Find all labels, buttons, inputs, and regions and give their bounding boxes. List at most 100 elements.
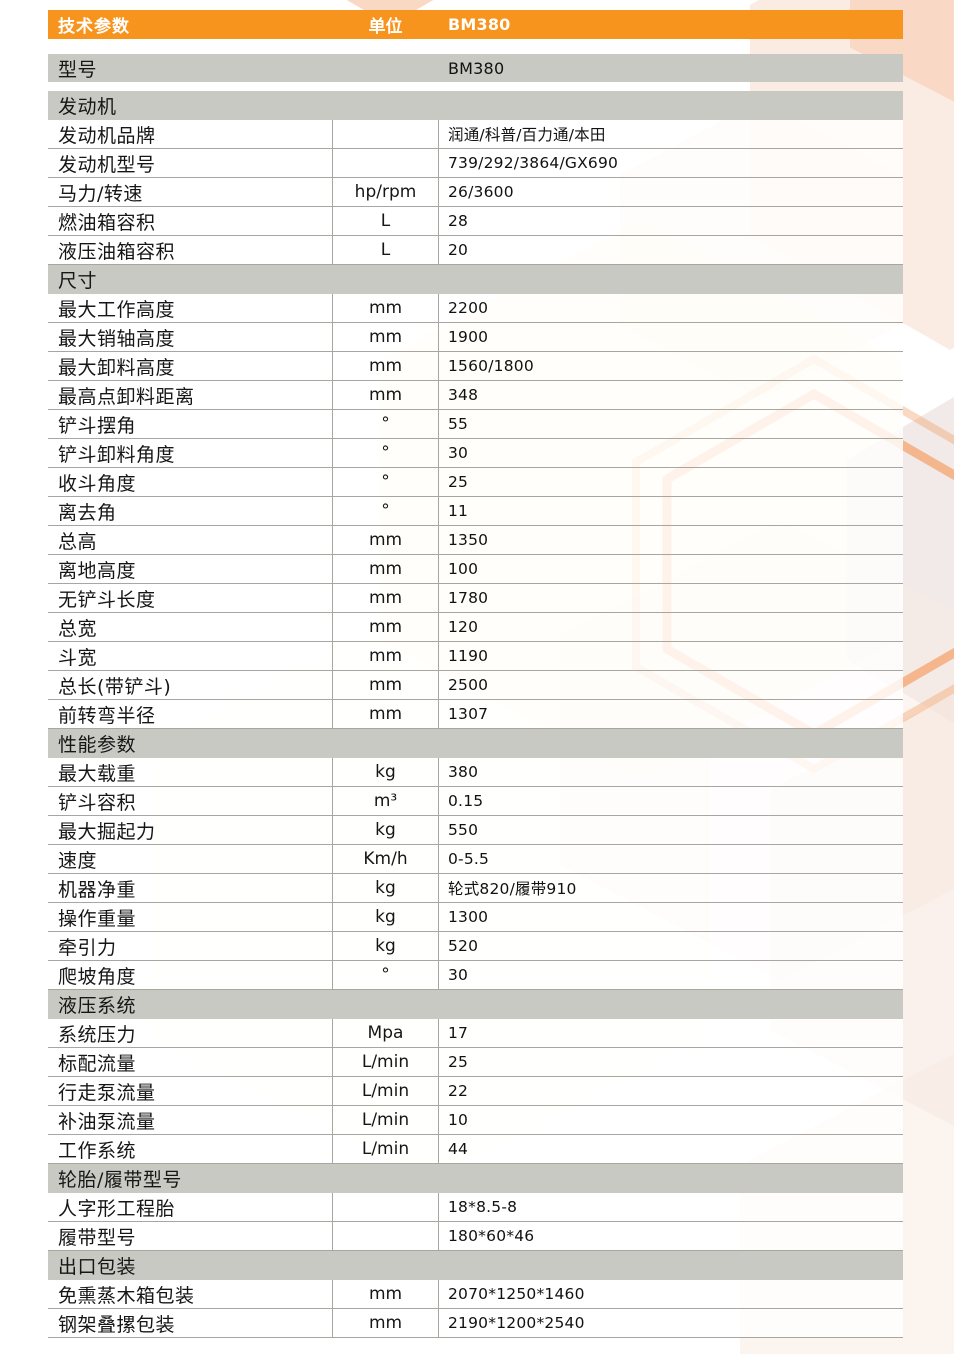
param-value-cell: 0-5.5 [448,850,490,868]
table-row: 最大掘起力 kg 550 [48,816,903,845]
param-value-cell: 17 [448,1024,469,1042]
param-value-cell: 28 [448,212,469,230]
param-name-cell: 离地高度 [58,559,137,582]
header-param-label: 技术参数 [58,17,130,37]
param-name-cell: 液压油箱容积 [58,240,176,263]
table-row: 离去角 ° 11 [48,497,903,526]
param-name-cell: 人字形工程胎 [58,1197,176,1220]
param-unit-cell: mm [332,671,439,699]
param-value-cell: 44 [448,1140,469,1158]
param-name-cell: 免熏蒸木箱包装 [58,1284,195,1307]
spacer [48,39,903,54]
table-row: 前转弯半径 mm 1307 [48,700,903,729]
param-value-cell: 550 [448,821,479,839]
param-unit-cell [332,1193,439,1221]
table-row: 铲斗卸料角度 ° 30 [48,439,903,468]
param-name-cell: 行走泵流量 [58,1081,156,1104]
param-name-cell: 补油泵流量 [58,1110,156,1133]
param-unit-cell: L/min [332,1135,439,1163]
model-row-unit-cell [332,54,439,82]
param-unit-cell: kg [332,932,439,960]
param-value-cell: 180*60*46 [448,1227,535,1245]
param-name-cell: 最大载重 [58,762,137,785]
param-value-cell: 30 [448,444,469,462]
table-row: 离地高度 mm 100 [48,555,903,584]
table-row: 履带型号 180*60*46 [48,1222,903,1251]
param-unit-cell: L/min [332,1106,439,1134]
param-unit-cell: m³ [332,787,439,815]
param-unit-cell: mm [332,294,439,322]
header-model-label: BM380 [448,15,511,34]
param-value-cell: 11 [448,502,469,520]
table-row: 最大工作高度 mm 2200 [48,294,903,323]
param-value-cell: 2190*1200*2540 [448,1314,585,1332]
section-title: 液压系统 [48,990,903,1019]
table-row: 爬坡角度 ° 30 [48,961,903,990]
table-row: 补油泵流量 L/min 10 [48,1106,903,1135]
param-unit-cell: Mpa [332,1019,439,1047]
table-row: 标配流量 L/min 25 [48,1048,903,1077]
table-row: 牵引力 kg 520 [48,932,903,961]
param-name-cell: 最高点卸料距离 [58,385,195,408]
param-name-cell: 履带型号 [58,1226,137,1249]
param-unit-cell: mm [332,700,439,728]
param-name-cell: 操作重量 [58,907,137,930]
table-row: 铲斗容积 m³ 0.15 [48,787,903,816]
param-unit-cell: kg [332,903,439,931]
param-name-cell: 无铲斗长度 [58,588,156,611]
param-value-cell: 25 [448,1053,469,1071]
param-name-cell: 最大销轴高度 [58,327,176,350]
param-unit-cell: L [332,236,439,264]
table-sections: 发动机 发动机品牌 润通/科普/百力通/本田 发动机型号 739/292/3864/GX… [48,91,903,1338]
param-value-cell: 1300 [448,908,489,926]
param-value-cell: 2200 [448,299,489,317]
param-name-cell: 最大掘起力 [58,820,156,843]
param-value-cell: 25 [448,473,469,491]
param-name-cell: 前转弯半径 [58,704,156,727]
param-value-cell: 20 [448,241,469,259]
param-value-cell: 1900 [448,328,489,346]
model-row-label: 型号 [58,58,98,81]
table-row: 免熏蒸木箱包装 mm 2070*1250*1460 [48,1280,903,1309]
param-name-cell: 收斗角度 [58,472,137,495]
param-name-cell: 总高 [58,530,98,553]
param-unit-cell: mm [332,323,439,351]
param-value-cell: 1780 [448,589,489,607]
table-row: 工作系统 L/min 44 [48,1135,903,1164]
param-value-cell: 润通/科普/百力通/本田 [448,126,606,144]
param-unit-cell: L [332,207,439,235]
table-row: 燃油箱容积 L 28 [48,207,903,236]
param-value-cell: 120 [448,618,479,636]
param-unit-cell: ° [332,410,439,438]
table-row: 机器净重 kg 轮式820/履带910 [48,874,903,903]
table-row: 马力/转速 hp/rpm 26/3600 [48,178,903,207]
param-unit-cell: ° [332,961,439,989]
section-title: 发动机 [48,91,903,120]
param-name-cell: 燃油箱容积 [58,211,156,234]
param-unit-cell [332,120,439,148]
param-value-cell: 520 [448,937,479,955]
param-name-cell: 标配流量 [58,1052,137,1075]
param-name-cell: 马力/转速 [58,182,143,205]
param-name-cell: 发动机型号 [58,153,156,176]
param-name-cell: 牵引力 [58,936,117,959]
param-unit-cell: L/min [332,1077,439,1105]
table-header-row: 技术参数 单位 BM380 [48,10,903,39]
section-title: 轮胎/履带型号 [48,1164,903,1193]
param-value-cell: 348 [448,386,479,404]
table-row: 斗宽 mm 1190 [48,642,903,671]
param-unit-cell: L/min [332,1048,439,1076]
section-title: 尺寸 [48,265,903,294]
param-value-cell: 30 [448,966,469,984]
model-row-value: BM380 [448,58,505,78]
param-value-cell: 22 [448,1082,469,1100]
param-value-cell: 2070*1250*1460 [448,1285,585,1303]
param-value-cell: 26/3600 [448,183,514,201]
table-row: 总宽 mm 120 [48,613,903,642]
param-name-cell: 斗宽 [58,646,98,669]
param-unit-cell: mm [332,381,439,409]
model-row: 型号 BM380 [48,54,903,82]
table-row: 总长(带铲斗) mm 2500 [48,671,903,700]
param-name-cell: 工作系统 [58,1139,137,1162]
